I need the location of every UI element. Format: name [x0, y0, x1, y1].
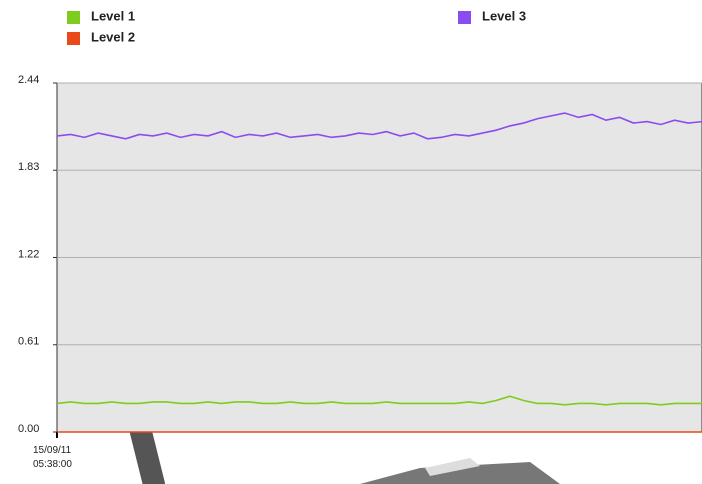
- y-tick-label: 1.83: [18, 161, 39, 173]
- y-tick-label: 0.61: [18, 336, 39, 348]
- legend-label: Level 1: [91, 8, 135, 23]
- legend-swatch: [67, 32, 80, 45]
- legend: Level 1 Level 2 Level 3: [67, 8, 526, 45]
- x-tick-label: 15/09/11 05:38:00: [33, 444, 93, 472]
- y-tick-label: 1.22: [18, 248, 39, 260]
- y-tick-label: 0.00: [18, 423, 39, 435]
- page: Level 1 Level 2 Level 3 0.00 0.61 1.22 1.83 2.…: [0, 0, 702, 484]
- legend-swatch: [458, 11, 471, 24]
- y-tick-label: 2.44: [18, 74, 39, 86]
- legend-label: Level 3: [482, 8, 526, 23]
- chart: Level 1 Level 2 Level 3 0.00 0.61 1.22 1.83 2.…: [0, 0, 702, 484]
- legend-label: Level 2: [91, 29, 135, 44]
- legend-swatch: [67, 11, 80, 24]
